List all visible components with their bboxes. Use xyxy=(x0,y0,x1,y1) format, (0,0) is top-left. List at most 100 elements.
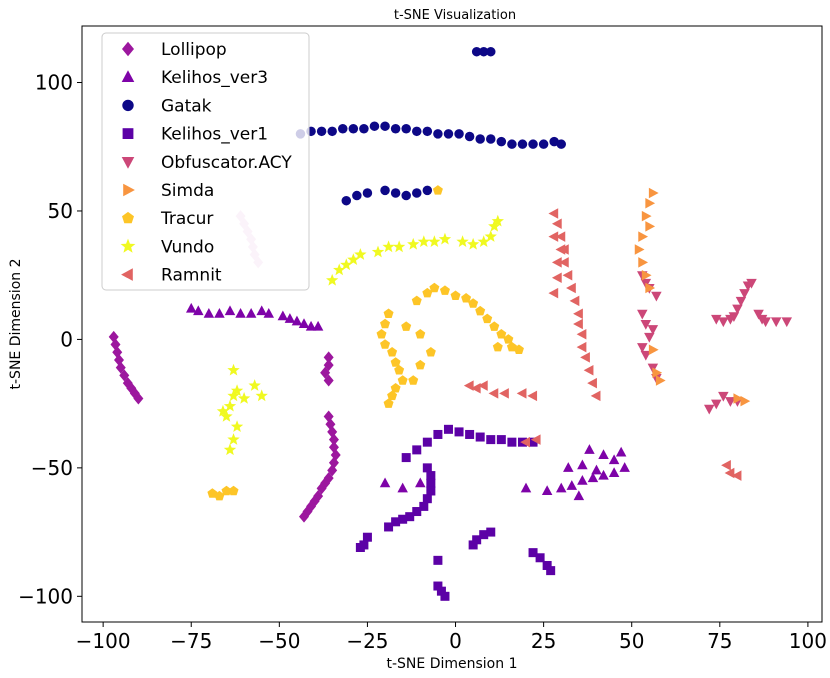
data-point xyxy=(415,329,426,339)
data-point xyxy=(466,237,480,250)
data-point xyxy=(472,535,482,545)
data-point xyxy=(721,460,731,471)
series-ramnit xyxy=(463,208,742,481)
data-point xyxy=(637,343,648,353)
legend-item: Gatak xyxy=(122,96,212,116)
x-tick-label: 100 xyxy=(789,629,827,653)
data-point xyxy=(645,221,656,232)
data-point xyxy=(223,399,237,412)
data-point xyxy=(433,581,443,591)
data-point xyxy=(224,305,236,316)
data-point xyxy=(333,263,346,276)
data-point xyxy=(411,295,422,306)
data-point xyxy=(496,329,507,339)
data-point xyxy=(556,139,566,149)
legend-marker xyxy=(122,128,134,139)
data-point xyxy=(584,444,595,454)
data-point xyxy=(781,317,793,328)
data-point xyxy=(486,46,496,57)
data-point xyxy=(728,312,740,323)
legend-item: Lollipop xyxy=(122,40,227,60)
data-point xyxy=(731,470,742,481)
data-point xyxy=(528,139,538,149)
series-tracur xyxy=(207,185,524,501)
data-point xyxy=(369,121,380,131)
data-point xyxy=(422,185,433,196)
data-point xyxy=(528,548,538,558)
legend-item: Kelihos_ver3 xyxy=(121,68,268,88)
data-point xyxy=(228,485,239,496)
legend-marker xyxy=(121,70,135,82)
data-point xyxy=(573,490,585,501)
data-point xyxy=(397,375,408,385)
data-point xyxy=(499,388,509,399)
data-point xyxy=(507,437,517,447)
data-point xyxy=(422,494,432,504)
data-point xyxy=(312,320,324,331)
data-point xyxy=(641,210,652,222)
data-point xyxy=(456,235,469,248)
data-point xyxy=(548,208,559,219)
data-point xyxy=(316,126,327,137)
data-point xyxy=(566,480,578,490)
data-point xyxy=(562,269,573,281)
data-point xyxy=(433,429,443,439)
data-point xyxy=(193,305,204,316)
data-point xyxy=(443,129,454,139)
data-point xyxy=(548,287,559,299)
data-point xyxy=(733,393,744,404)
data-point xyxy=(648,187,659,199)
legend-item: Obfuscator.ACY xyxy=(121,153,292,173)
data-point xyxy=(230,420,244,433)
data-point xyxy=(648,344,659,355)
legend-label: Lollipop xyxy=(161,40,227,60)
data-point xyxy=(732,304,743,315)
data-point xyxy=(380,121,390,131)
data-point xyxy=(503,334,514,344)
data-point xyxy=(640,350,652,361)
data-point xyxy=(390,124,401,134)
data-point xyxy=(436,586,446,596)
data-point xyxy=(392,240,406,253)
data-point xyxy=(591,464,602,475)
data-point xyxy=(655,375,666,386)
data-point xyxy=(651,291,662,302)
data-point xyxy=(390,188,401,198)
data-point xyxy=(237,392,251,404)
data-point xyxy=(382,240,395,253)
data-point xyxy=(608,454,620,465)
legend-box xyxy=(101,32,310,291)
legend-item: Kelihos_ver1 xyxy=(122,125,268,145)
data-point xyxy=(454,427,464,437)
data-point xyxy=(323,351,334,364)
data-point xyxy=(634,244,645,255)
data-point xyxy=(551,257,562,268)
data-point xyxy=(546,566,556,576)
legend-label: Gatak xyxy=(161,96,212,116)
data-point xyxy=(496,136,507,147)
data-point xyxy=(527,390,538,402)
data-point xyxy=(383,398,394,408)
y-axis-title: t-SNE Dimension 2 xyxy=(8,259,24,390)
data-point xyxy=(454,129,464,139)
x-tick-label: −100 xyxy=(76,629,131,653)
data-point xyxy=(355,543,365,552)
data-point xyxy=(438,232,452,245)
data-point xyxy=(390,357,401,367)
data-point xyxy=(577,459,588,470)
data-point xyxy=(475,305,486,316)
data-point xyxy=(371,245,385,258)
data-point xyxy=(528,437,538,447)
legend-marker xyxy=(121,268,133,281)
data-point xyxy=(305,320,317,331)
x-tick-label: 75 xyxy=(707,629,732,653)
legend-item: Vundo xyxy=(120,237,214,257)
data-point xyxy=(407,237,420,250)
data-point xyxy=(401,453,411,463)
data-point xyxy=(477,235,490,248)
data-point xyxy=(422,126,433,137)
data-point xyxy=(426,478,436,488)
data-point xyxy=(566,282,576,294)
data-point xyxy=(306,500,317,513)
data-point xyxy=(354,248,367,260)
